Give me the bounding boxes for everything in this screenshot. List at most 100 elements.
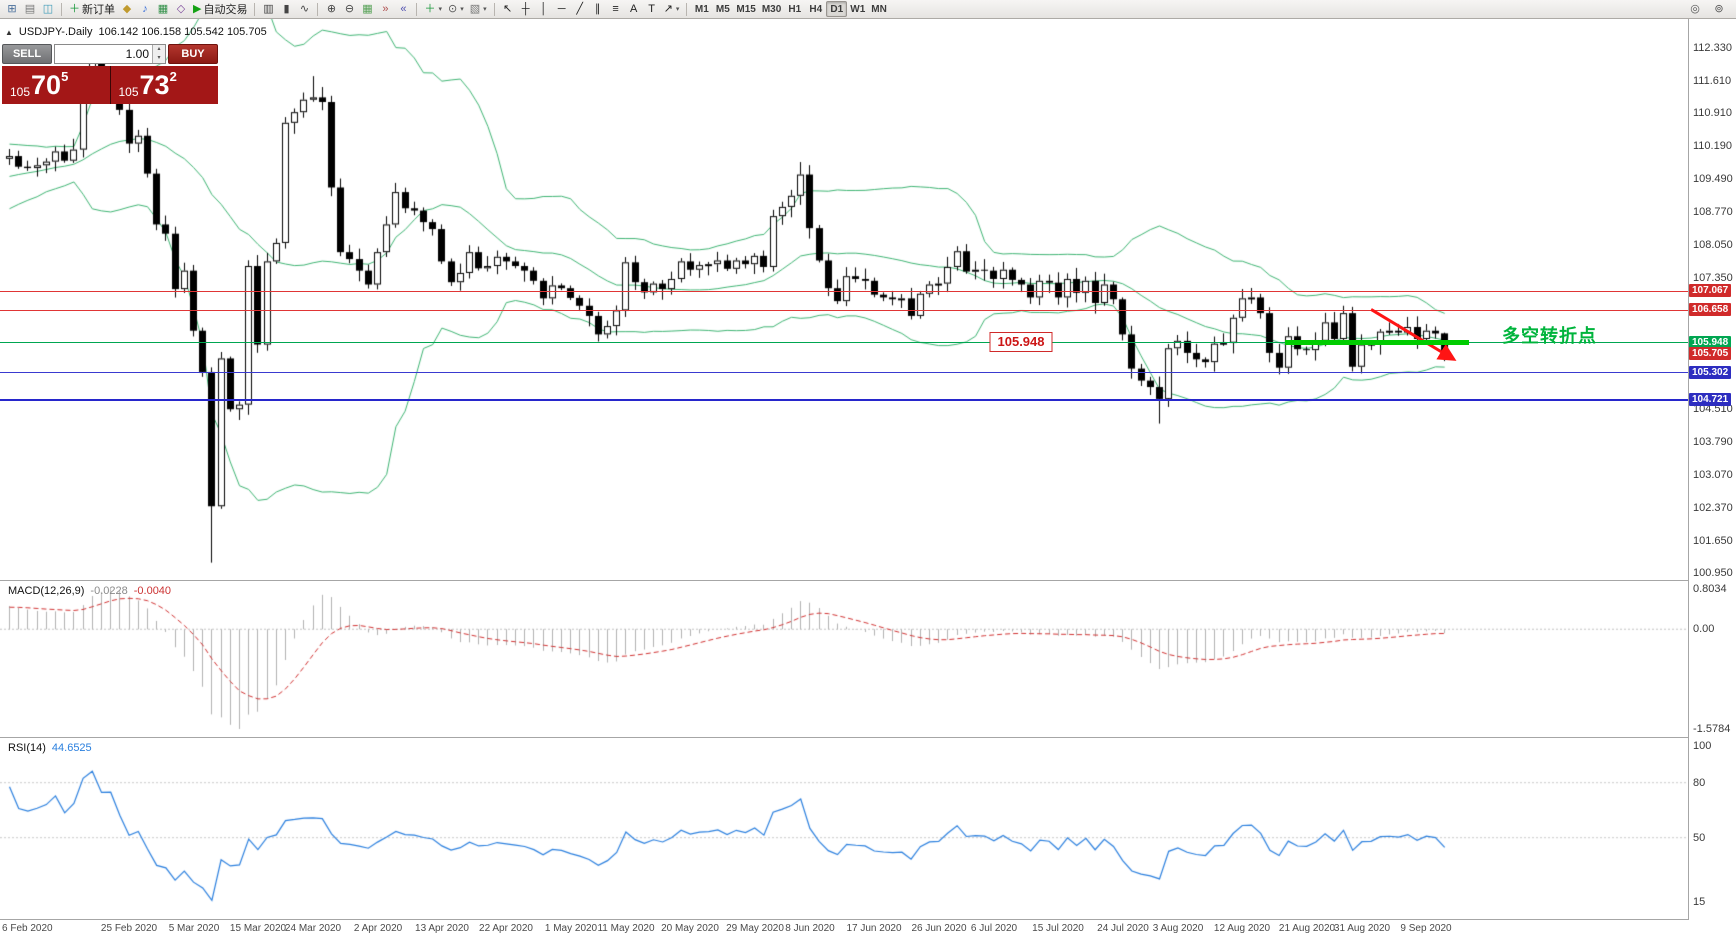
strategy-tester-icon: ◇ <box>176 3 186 15</box>
timeframe-h1-button[interactable]: H1 <box>784 1 805 17</box>
equidistant-channel-button[interactable]: ∥ <box>589 1 607 17</box>
zoom-out-button[interactable]: ⊖ <box>340 1 358 17</box>
hline-104721[interactable] <box>0 399 1688 401</box>
bar-chart-type-button[interactable]: ▥ <box>259 1 277 17</box>
rsi-panel-separator[interactable] <box>0 737 1736 738</box>
macd-panel-canvas[interactable] <box>0 581 1688 737</box>
symbol-period-label: USDJPY-.Daily <box>18 26 93 38</box>
hline-106658[interactable] <box>0 310 1688 311</box>
candlestick-chart-type-icon: ▮ <box>283 3 290 15</box>
alerts-button[interactable]: ♪ <box>136 1 154 17</box>
axis-price-label: 108.770 <box>1693 206 1733 218</box>
down-trend-arrow[interactable] <box>1370 308 1457 361</box>
line-chart-type-button[interactable]: ∿ <box>295 1 313 17</box>
zoom-out-icon: ⊖ <box>344 3 355 15</box>
horizontal-line-button[interactable]: ─ <box>553 1 571 17</box>
timeframe-m30-button[interactable]: M30 <box>759 1 784 17</box>
metaeditor-button[interactable]: ◆ <box>118 1 136 17</box>
price-axis[interactable]: 112.330 111.610 110.910 110.190 109.490 108.7… <box>1689 19 1736 920</box>
volume-decrease-icon[interactable]: ▾ <box>153 54 165 63</box>
trendline-button[interactable]: ╱ <box>571 1 589 17</box>
zoom-in-button[interactable]: ⊕ <box>322 1 340 17</box>
cursor-icon: ↖ <box>503 3 513 15</box>
hline-105302[interactable] <box>0 372 1688 373</box>
market-watch-button[interactable]: ▦ <box>154 1 172 17</box>
time-axis[interactable]: 6 Feb 2020 25 Feb 2020 5 Mar 2020 15 Mar 20… <box>0 920 1688 940</box>
macd-panel-separator[interactable] <box>0 580 1736 581</box>
text-label-button[interactable]: T <box>643 1 661 17</box>
timeframe-m15-button[interactable]: M15 <box>733 1 758 17</box>
new-order-button[interactable]: ＋新订单 <box>66 1 118 17</box>
quick-search-button[interactable]: ⊚ <box>1710 1 1728 17</box>
price-chart-canvas[interactable] <box>0 19 1688 580</box>
rsi-panel-canvas[interactable] <box>0 738 1688 919</box>
timeframe-h4-button[interactable]: H4 <box>805 1 826 17</box>
timeframe-d1-button[interactable]: D1 <box>826 1 848 17</box>
one-click-trading-panel: SELL ▴ ▾ BUY 105 70 5 105 73 2 <box>2 44 218 104</box>
cursor-button[interactable]: ↖ <box>499 1 517 17</box>
buy-button[interactable]: BUY <box>168 44 218 64</box>
fibonacci-icon: ≡ <box>612 3 619 15</box>
sell-button[interactable]: SELL <box>2 44 52 64</box>
zoom-in-icon: ⊕ <box>326 3 337 15</box>
macd-scale-min: -1.5784 <box>1693 723 1731 735</box>
text-button[interactable]: A <box>625 1 643 17</box>
volume-spinner: ▴ ▾ <box>152 45 165 63</box>
data-window-button[interactable]: ◫ <box>39 1 57 17</box>
time-axis-label: 24 Mar 2020 <box>284 923 342 934</box>
auto-scroll-button[interactable]: » <box>376 1 394 17</box>
templates-icon: ▧ <box>469 3 481 15</box>
chart-shift-button[interactable]: « <box>394 1 412 17</box>
new-chart-button[interactable]: ⊞ <box>3 1 21 17</box>
strategy-tester-button[interactable]: ◇ <box>172 1 190 17</box>
time-axis-label: 24 Jul 2020 <box>1097 923 1149 934</box>
crosshair-icon: ┼ <box>521 3 530 15</box>
auto-trading-button[interactable]: ▶ 自动交易 <box>190 1 250 17</box>
time-axis-label: 3 Aug 2020 <box>1152 923 1204 934</box>
time-axis-label: 25 Feb 2020 <box>100 923 158 934</box>
periods-list-button[interactable]: ⊙ ▾ <box>445 1 467 17</box>
periods-list-icon: ⊙ <box>447 3 458 15</box>
timeframe-w1-button[interactable]: W1 <box>847 1 868 17</box>
grid-toggle-button[interactable]: ▦ <box>358 1 376 17</box>
buy-price-pip: 2 <box>169 69 177 84</box>
hline-107067[interactable] <box>0 291 1688 292</box>
crosshair-button[interactable]: ┼ <box>517 1 535 17</box>
hline-105948[interactable] <box>0 342 1688 343</box>
arrows-button[interactable]: ↗ ▾ <box>661 1 683 17</box>
symbol-search-button[interactable]: ◎ <box>1686 1 1704 17</box>
one-click-collapse-icon[interactable]: ▲ <box>5 27 13 37</box>
toolbar-separator <box>493 2 495 16</box>
fibonacci-button[interactable]: ≡ <box>607 1 625 17</box>
symbol-info-line: ▲ USDJPY-.Daily 106.142 106.158 105.542 … <box>5 26 267 38</box>
trendline-icon: ╱ <box>576 3 583 15</box>
templates-button[interactable]: ▧ ▾ <box>467 1 490 17</box>
macd-scale-max: 0.8034 <box>1693 583 1727 595</box>
profiles-button[interactable]: ▤ <box>21 1 39 17</box>
pivot-highlight-segment[interactable] <box>1285 340 1469 345</box>
text-label-icon: T <box>648 3 655 15</box>
chart-objects-overlay <box>1370 308 1457 361</box>
time-axis-label: 1 May 2020 <box>544 923 598 934</box>
timeframe-mn-button[interactable]: MN <box>868 1 890 17</box>
buy-price-main: 73 <box>139 70 170 100</box>
new-order-icon: ＋ <box>69 3 80 15</box>
timeframe-m5-button[interactable]: M5 <box>712 1 733 17</box>
candlestick-chart-type-button[interactable]: ▮ <box>277 1 295 17</box>
volume-increase-icon[interactable]: ▴ <box>153 45 165 54</box>
price-axis-border <box>1688 19 1689 920</box>
symbol-search-icon: ◎ <box>1690 3 1700 15</box>
auto-scroll-icon: » <box>382 3 389 15</box>
sell-price-display[interactable]: 105 70 5 <box>2 66 110 104</box>
pivot-note-text[interactable]: 多空转折点 <box>1502 326 1597 346</box>
axis-badge-106658: 106.658 <box>1689 303 1732 316</box>
time-axis-label: 21 Aug 2020 <box>1278 923 1336 934</box>
vertical-line-button[interactable]: │ <box>535 1 553 17</box>
indicators-list-button[interactable]: ＋ ▾ <box>421 1 445 17</box>
price-callout-label[interactable]: 105.948 <box>989 332 1053 352</box>
volume-input[interactable] <box>55 47 152 61</box>
timeframe-m1-button[interactable]: M1 <box>691 1 712 17</box>
time-axis-label: 17 Jun 2020 <box>846 923 902 934</box>
buy-price-display[interactable]: 105 73 2 <box>110 66 218 104</box>
text-icon: A <box>629 3 638 15</box>
